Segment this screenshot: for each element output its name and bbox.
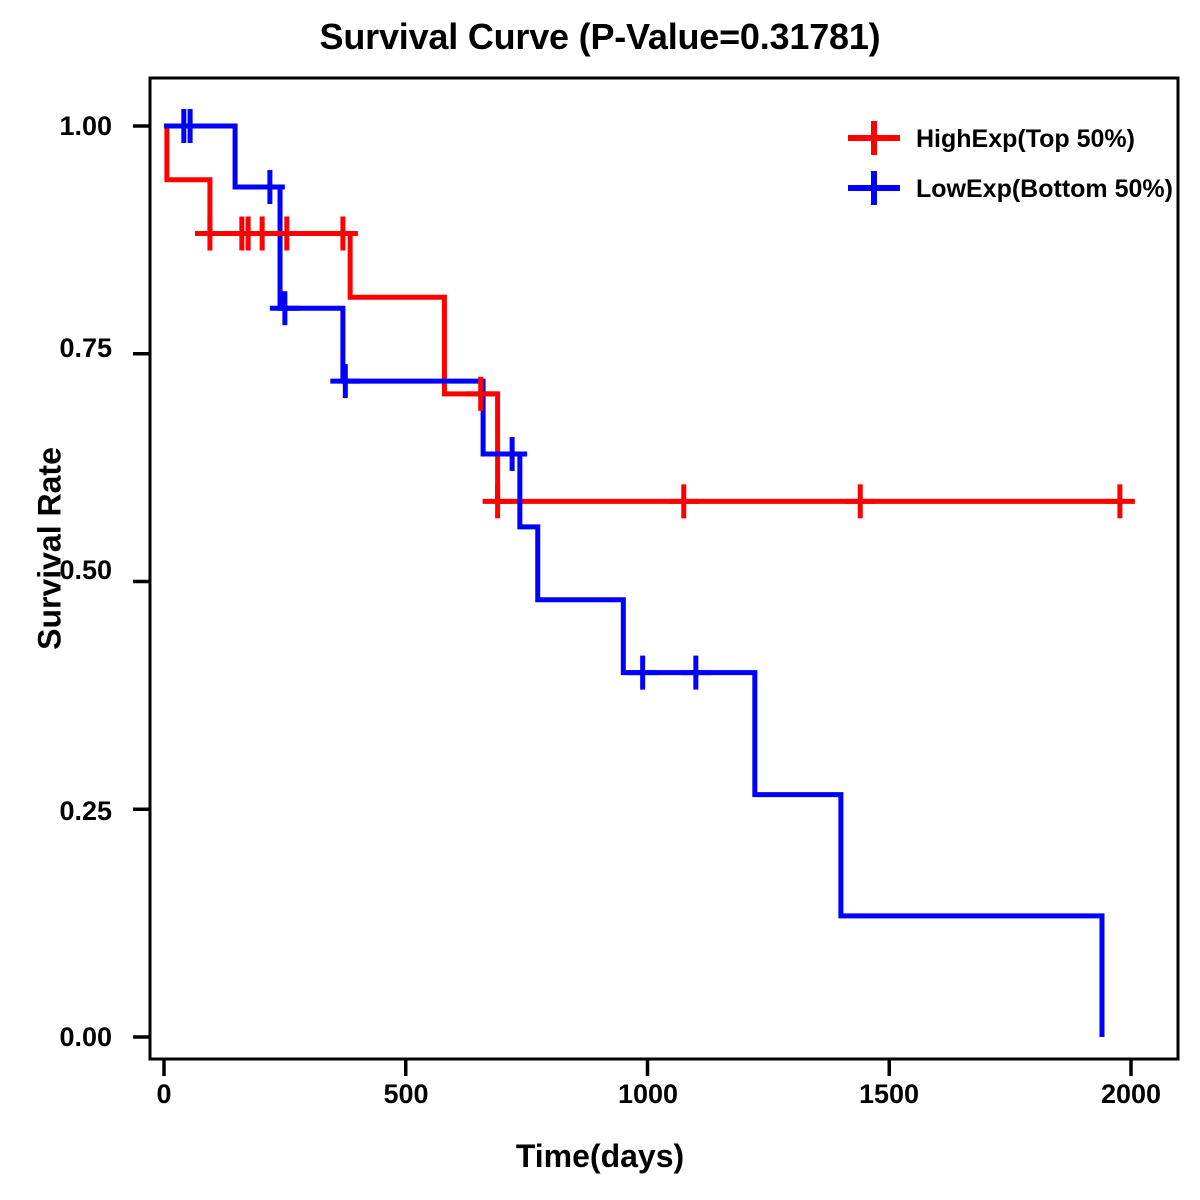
censor-mark-high-exp-8 [668, 484, 699, 519]
censor-mark-low-exp-7 [680, 655, 711, 690]
x-axis-title: Time(days) [515, 1138, 685, 1174]
xtick-label-1: 0 [156, 1079, 172, 1109]
censor-mark-high-exp-7 [482, 484, 513, 519]
xtick-label-3: 1000 [617, 1079, 679, 1109]
censor-mark-high-exp-6 [465, 376, 496, 411]
xtick-label-2: 500 [383, 1079, 429, 1109]
censor-mark-low-exp-1 [175, 109, 206, 143]
ytick-label-4: 0.25 [59, 796, 112, 826]
y-axis-title: Survival Rate [31, 447, 68, 650]
xtick-label-4: 1500 [858, 1079, 920, 1109]
series-line-low-exp [164, 123, 1105, 1037]
censor-mark-low-exp-5 [497, 436, 528, 471]
series-line-high-exp [164, 123, 1122, 504]
censor-mark-high-exp-5 [327, 216, 358, 251]
ytick-label-1: 1.00 [59, 111, 112, 141]
censor-mark-high-exp-0 [194, 216, 225, 251]
ytick-label-3: 0.50 [59, 555, 112, 585]
censor-mark-high-exp-10 [1104, 484, 1135, 519]
ytick-label-2: 0.75 [59, 333, 112, 363]
x-axis-tick-marks [162, 1059, 1133, 1076]
series-layer [164, 109, 1135, 1037]
censor-mark-low-exp-2 [254, 170, 285, 205]
ytick-label-5: 0.00 [59, 1022, 112, 1052]
censor-mark-low-exp-6 [627, 655, 658, 690]
censor-mark-low-exp-4 [330, 364, 361, 399]
censor-mark-high-exp-9 [845, 484, 876, 519]
plot-border [148, 76, 1180, 1061]
xtick-label-5: 2000 [1100, 1079, 1162, 1109]
legend-label-high-exp: HighExp(Top 50%) [916, 125, 1135, 153]
legend-label-low-exp: LowExp(Bottom 50%) [916, 175, 1173, 203]
page-title: Survival Curve (P-Value=0.31781) [319, 16, 881, 57]
y-axis-tick-marks [133, 124, 150, 1039]
censor-mark-low-exp-3 [269, 291, 300, 326]
censor-mark-high-exp-4 [271, 216, 302, 251]
